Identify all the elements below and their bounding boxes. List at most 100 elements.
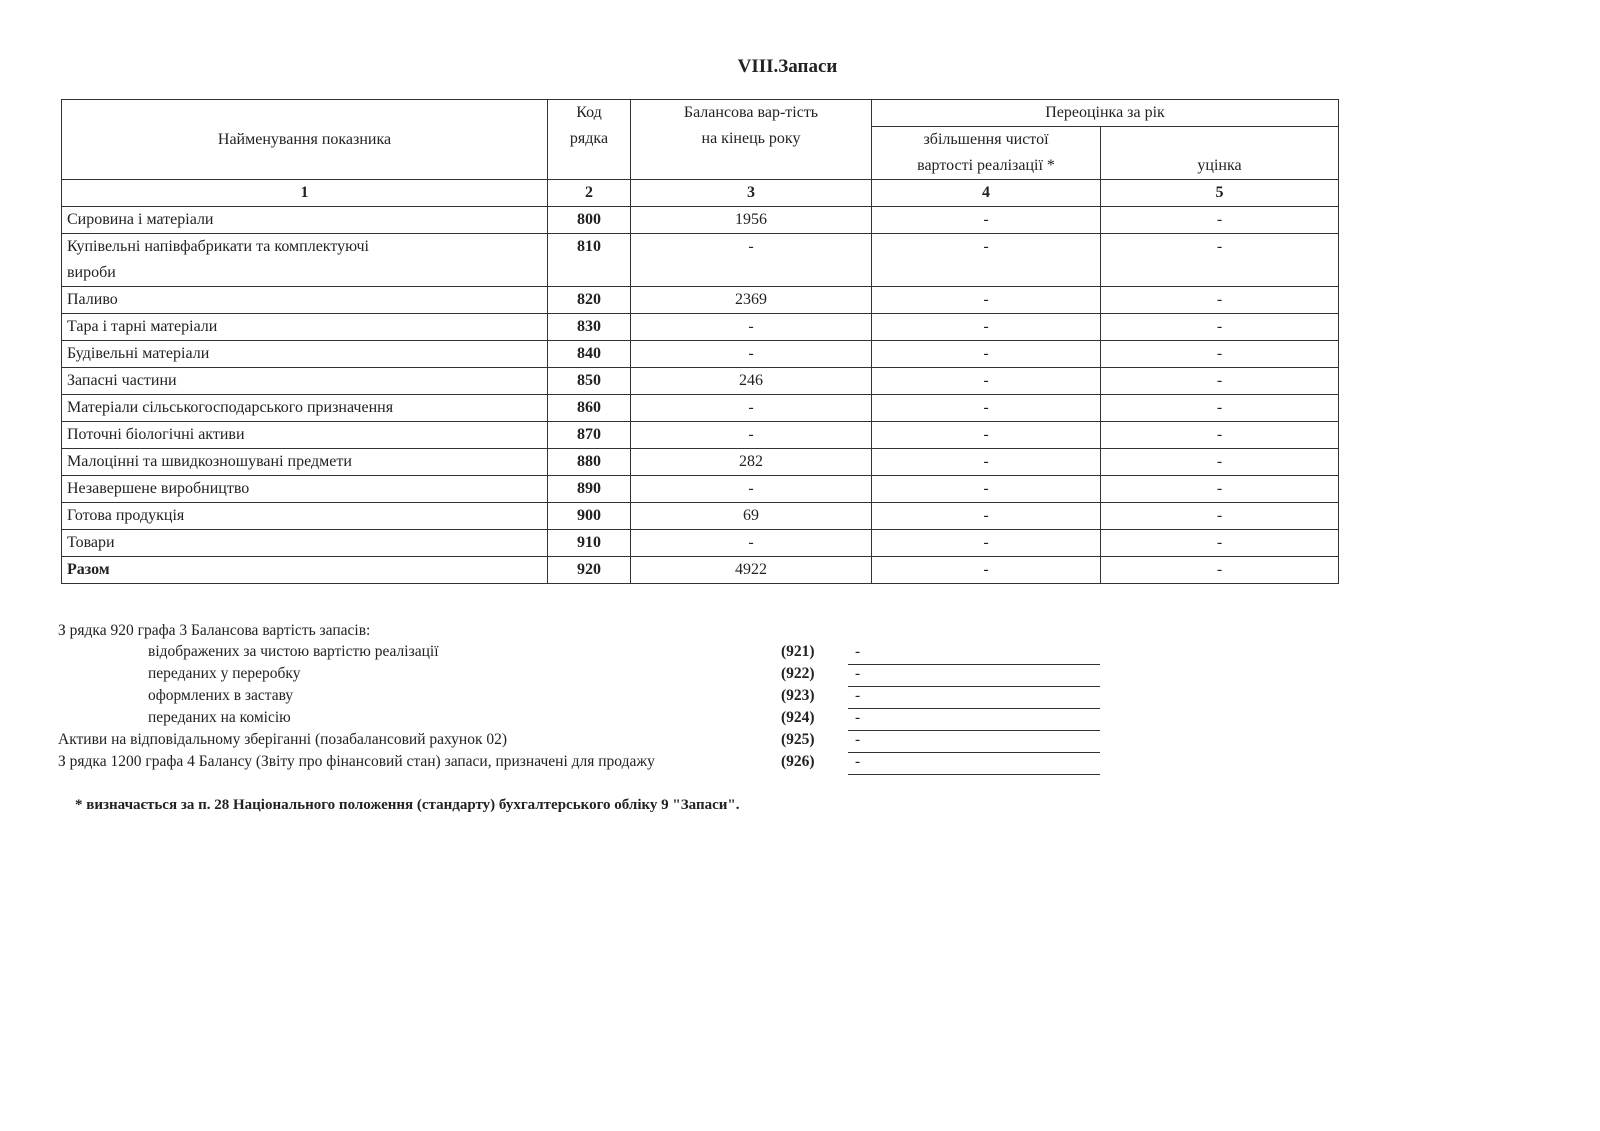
cell-increase: - (871, 206, 1101, 234)
table-row: Товари 910- - - (61, 529, 1340, 557)
note-value: - (848, 709, 1100, 731)
cell-name: Запасні частини (61, 367, 548, 395)
cell-increase: - (871, 556, 1101, 584)
table-row: Готова продукція 900 69- - (61, 502, 1340, 530)
notes-intro: З рядка 920 графа 3 Балансова вартість з… (58, 622, 371, 639)
cell-balance: 1956 (630, 206, 872, 234)
table-row: Запасні частини 850 246- - (61, 367, 1340, 395)
cell-balance: - (630, 475, 872, 503)
header-increase: збільшення чистої вартості реалізації * (871, 126, 1101, 180)
note-label: відображених за чистою вартістю реалізац… (148, 643, 439, 660)
header-name: Найменування показника (61, 99, 548, 180)
cell-markdown: - (1099, 475, 1340, 503)
cell-balance: 69 (630, 502, 872, 530)
cell-markdown: - (1099, 286, 1340, 314)
cell-balance: - (630, 394, 872, 422)
cell-code: 890 (547, 475, 631, 503)
column-number: 3 (630, 179, 872, 207)
cell-name: Малоцінні та швидкозношувані предмети (61, 448, 548, 476)
cell-markdown: - (1099, 529, 1340, 557)
table-row: Будівельні матеріали 840- - - (61, 340, 1340, 368)
note-label: переданих у переробку (148, 665, 301, 682)
column-number: 2 (547, 179, 631, 207)
header-revaluation: Переоцінка за рік (870, 99, 1340, 127)
note-code: (923) (781, 687, 815, 704)
cell-increase: - (871, 448, 1101, 476)
note-code: (925) (781, 731, 815, 748)
cell-markdown: - (1099, 448, 1340, 476)
column-number: 5 (1099, 179, 1340, 207)
header-code: Код рядка (547, 99, 631, 180)
cell-balance: - (630, 313, 872, 341)
cell-increase: - (871, 233, 1101, 287)
cell-code: 880 (547, 448, 631, 476)
cell-increase: - (871, 421, 1101, 449)
cell-increase: - (871, 286, 1101, 314)
cell-balance: 246 (630, 367, 872, 395)
note-label: оформлених в заставу (148, 687, 294, 704)
note-code: (926) (781, 753, 815, 770)
cell-name: Тара і тарні матеріали (61, 313, 548, 341)
cell-name: Товари (61, 529, 548, 557)
cell-markdown: - (1099, 367, 1340, 395)
table-row: Матеріали сільськогосподарського признач… (61, 394, 1340, 422)
cell-code: 920 (547, 556, 631, 584)
cell-increase: - (871, 529, 1101, 557)
cell-code: 810 (547, 233, 631, 287)
table-row: Малоцінні та швидкозношувані предмети 880… (61, 448, 1340, 476)
table-row: Поточні біологічні активи 870- - - (61, 421, 1340, 449)
table-row: Разом 920 4922- - (61, 556, 1340, 584)
cell-name: Будівельні матеріали (61, 340, 548, 368)
inventory-table: Найменування показника Код рядка Балансо… (61, 99, 1340, 584)
cell-name: Готова продукція (61, 502, 548, 530)
cell-markdown: - (1099, 421, 1340, 449)
cell-code: 910 (547, 529, 631, 557)
table-row: Сировина і матеріали 800 1956- - (61, 206, 1340, 234)
cell-code: 820 (547, 286, 631, 314)
footnote: * визначається за п. 28 Національного по… (75, 797, 740, 813)
table-row: Паливо 820 2369- - (61, 286, 1340, 314)
cell-markdown: - (1099, 313, 1340, 341)
cell-markdown: - (1099, 340, 1340, 368)
cell-name: Поточні біологічні активи (61, 421, 548, 449)
cell-markdown: - (1099, 502, 1340, 530)
header-balance: Балансова вар-тість на кінець року (630, 99, 872, 180)
header-markdown: уцінка (1099, 126, 1340, 180)
cell-name: Незавершене виробництво (61, 475, 548, 503)
cell-balance: - (630, 529, 872, 557)
note-value: - (848, 753, 1100, 775)
cell-markdown: - (1099, 233, 1340, 287)
note-code: (921) (781, 643, 815, 660)
cell-name: Купівельні напівфабрикати та комплектуюч… (61, 233, 548, 287)
cell-name: Матеріали сільськогосподарського признач… (61, 394, 548, 422)
cell-code: 870 (547, 421, 631, 449)
cell-balance: 282 (630, 448, 872, 476)
cell-code: 860 (547, 394, 631, 422)
table-row: Тара і тарні матеріали 830- - - (61, 313, 1340, 341)
cell-increase: - (871, 475, 1101, 503)
cell-increase: - (871, 502, 1101, 530)
cell-markdown: - (1099, 556, 1340, 584)
cell-code: 840 (547, 340, 631, 368)
note-label: З рядка 1200 графа 4 Балансу (Звіту про … (58, 753, 655, 770)
note-code: (924) (781, 709, 815, 726)
cell-increase: - (871, 313, 1101, 341)
cell-increase: - (871, 367, 1101, 395)
table-row: Незавершене виробництво 890- - - (61, 475, 1340, 503)
cell-balance: 4922 (630, 556, 872, 584)
column-number: 4 (871, 179, 1101, 207)
cell-code: 850 (547, 367, 631, 395)
cell-balance: 2369 (630, 286, 872, 314)
cell-name: Сировина і матеріали (61, 206, 548, 234)
note-label: переданих на комісію (148, 709, 291, 726)
note-value: - (848, 665, 1100, 687)
table-row: Купівельні напівфабрикати та комплектуюч… (61, 233, 1340, 287)
cell-code: 900 (547, 502, 631, 530)
cell-name: Паливо (61, 286, 548, 314)
note-value: - (848, 731, 1100, 753)
cell-balance: - (630, 233, 872, 287)
cell-balance: - (630, 421, 872, 449)
note-label: Активи на відповідальному зберіганні (по… (58, 731, 508, 748)
